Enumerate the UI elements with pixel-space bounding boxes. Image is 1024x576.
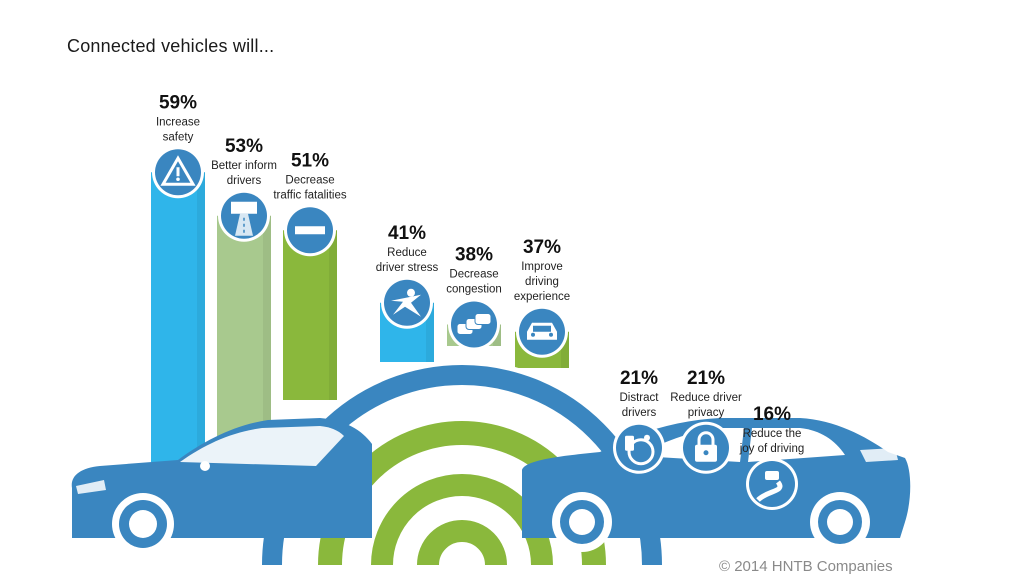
arc-dot (571, 448, 579, 456)
value-label: 41% (388, 223, 426, 244)
category-label: safety (163, 131, 194, 143)
category-label: Decrease (449, 269, 498, 281)
traffic-cars-icon (448, 298, 500, 351)
signal-arc (396, 499, 528, 566)
category-label: driver stress (376, 262, 439, 274)
value-label: 16% (753, 404, 791, 425)
category-label: joy of driving (739, 443, 805, 455)
amber-alert-sign-icon (218, 189, 270, 242)
value-label: 38% (455, 245, 493, 266)
bar (151, 172, 205, 462)
category-label: congestion (446, 284, 502, 296)
category-label: Decrease (285, 174, 334, 186)
category-label: Increase (156, 116, 200, 128)
category-label: Better inform (211, 160, 277, 172)
bar-shade (197, 172, 205, 462)
car-on-road-icon (746, 458, 798, 510)
warning-sign-icon (152, 146, 204, 199)
category-label: drivers (622, 407, 657, 419)
category-label: Distract (620, 392, 660, 404)
category-label: traffic fatalities (273, 189, 347, 201)
bar (283, 230, 337, 400)
bar-shade (329, 230, 337, 400)
left-car-icon (71, 418, 372, 555)
category-label: experience (514, 291, 570, 303)
category-label: driving (525, 276, 559, 288)
labels-layer: 59% Increase safety 53% Better inform drivers… (156, 92, 804, 455)
do-not-enter-icon (284, 204, 336, 257)
category-label: Improve (521, 261, 563, 273)
value-label: 21% (620, 368, 658, 389)
bar-shade (426, 302, 434, 362)
category-label: Reduce the (743, 428, 802, 440)
signal-arc (417, 520, 507, 566)
copyright-text: © 2014 HNTB Companies (719, 558, 893, 575)
chart-title: Connected vehicles will... (67, 36, 275, 56)
category-label: drivers (227, 175, 262, 187)
padlock-icon (680, 421, 732, 474)
value-label: 53% (225, 136, 263, 157)
value-label: 51% (291, 150, 329, 171)
icons-layer (152, 146, 798, 510)
category-label: Reduce driver (670, 392, 742, 404)
car-front-icon (516, 305, 568, 358)
value-label: 21% (687, 368, 725, 389)
bar (217, 215, 271, 442)
value-label: 37% (523, 237, 561, 258)
bar-shade (561, 331, 569, 368)
bar-shade (263, 215, 271, 442)
phone-and-wheel-icon (613, 421, 665, 474)
category-label: privacy (688, 407, 725, 419)
relaxed-person-icon (381, 276, 433, 329)
category-label: Reduce (387, 247, 427, 259)
arc-dot (516, 462, 524, 470)
value-label: 59% (159, 92, 197, 113)
